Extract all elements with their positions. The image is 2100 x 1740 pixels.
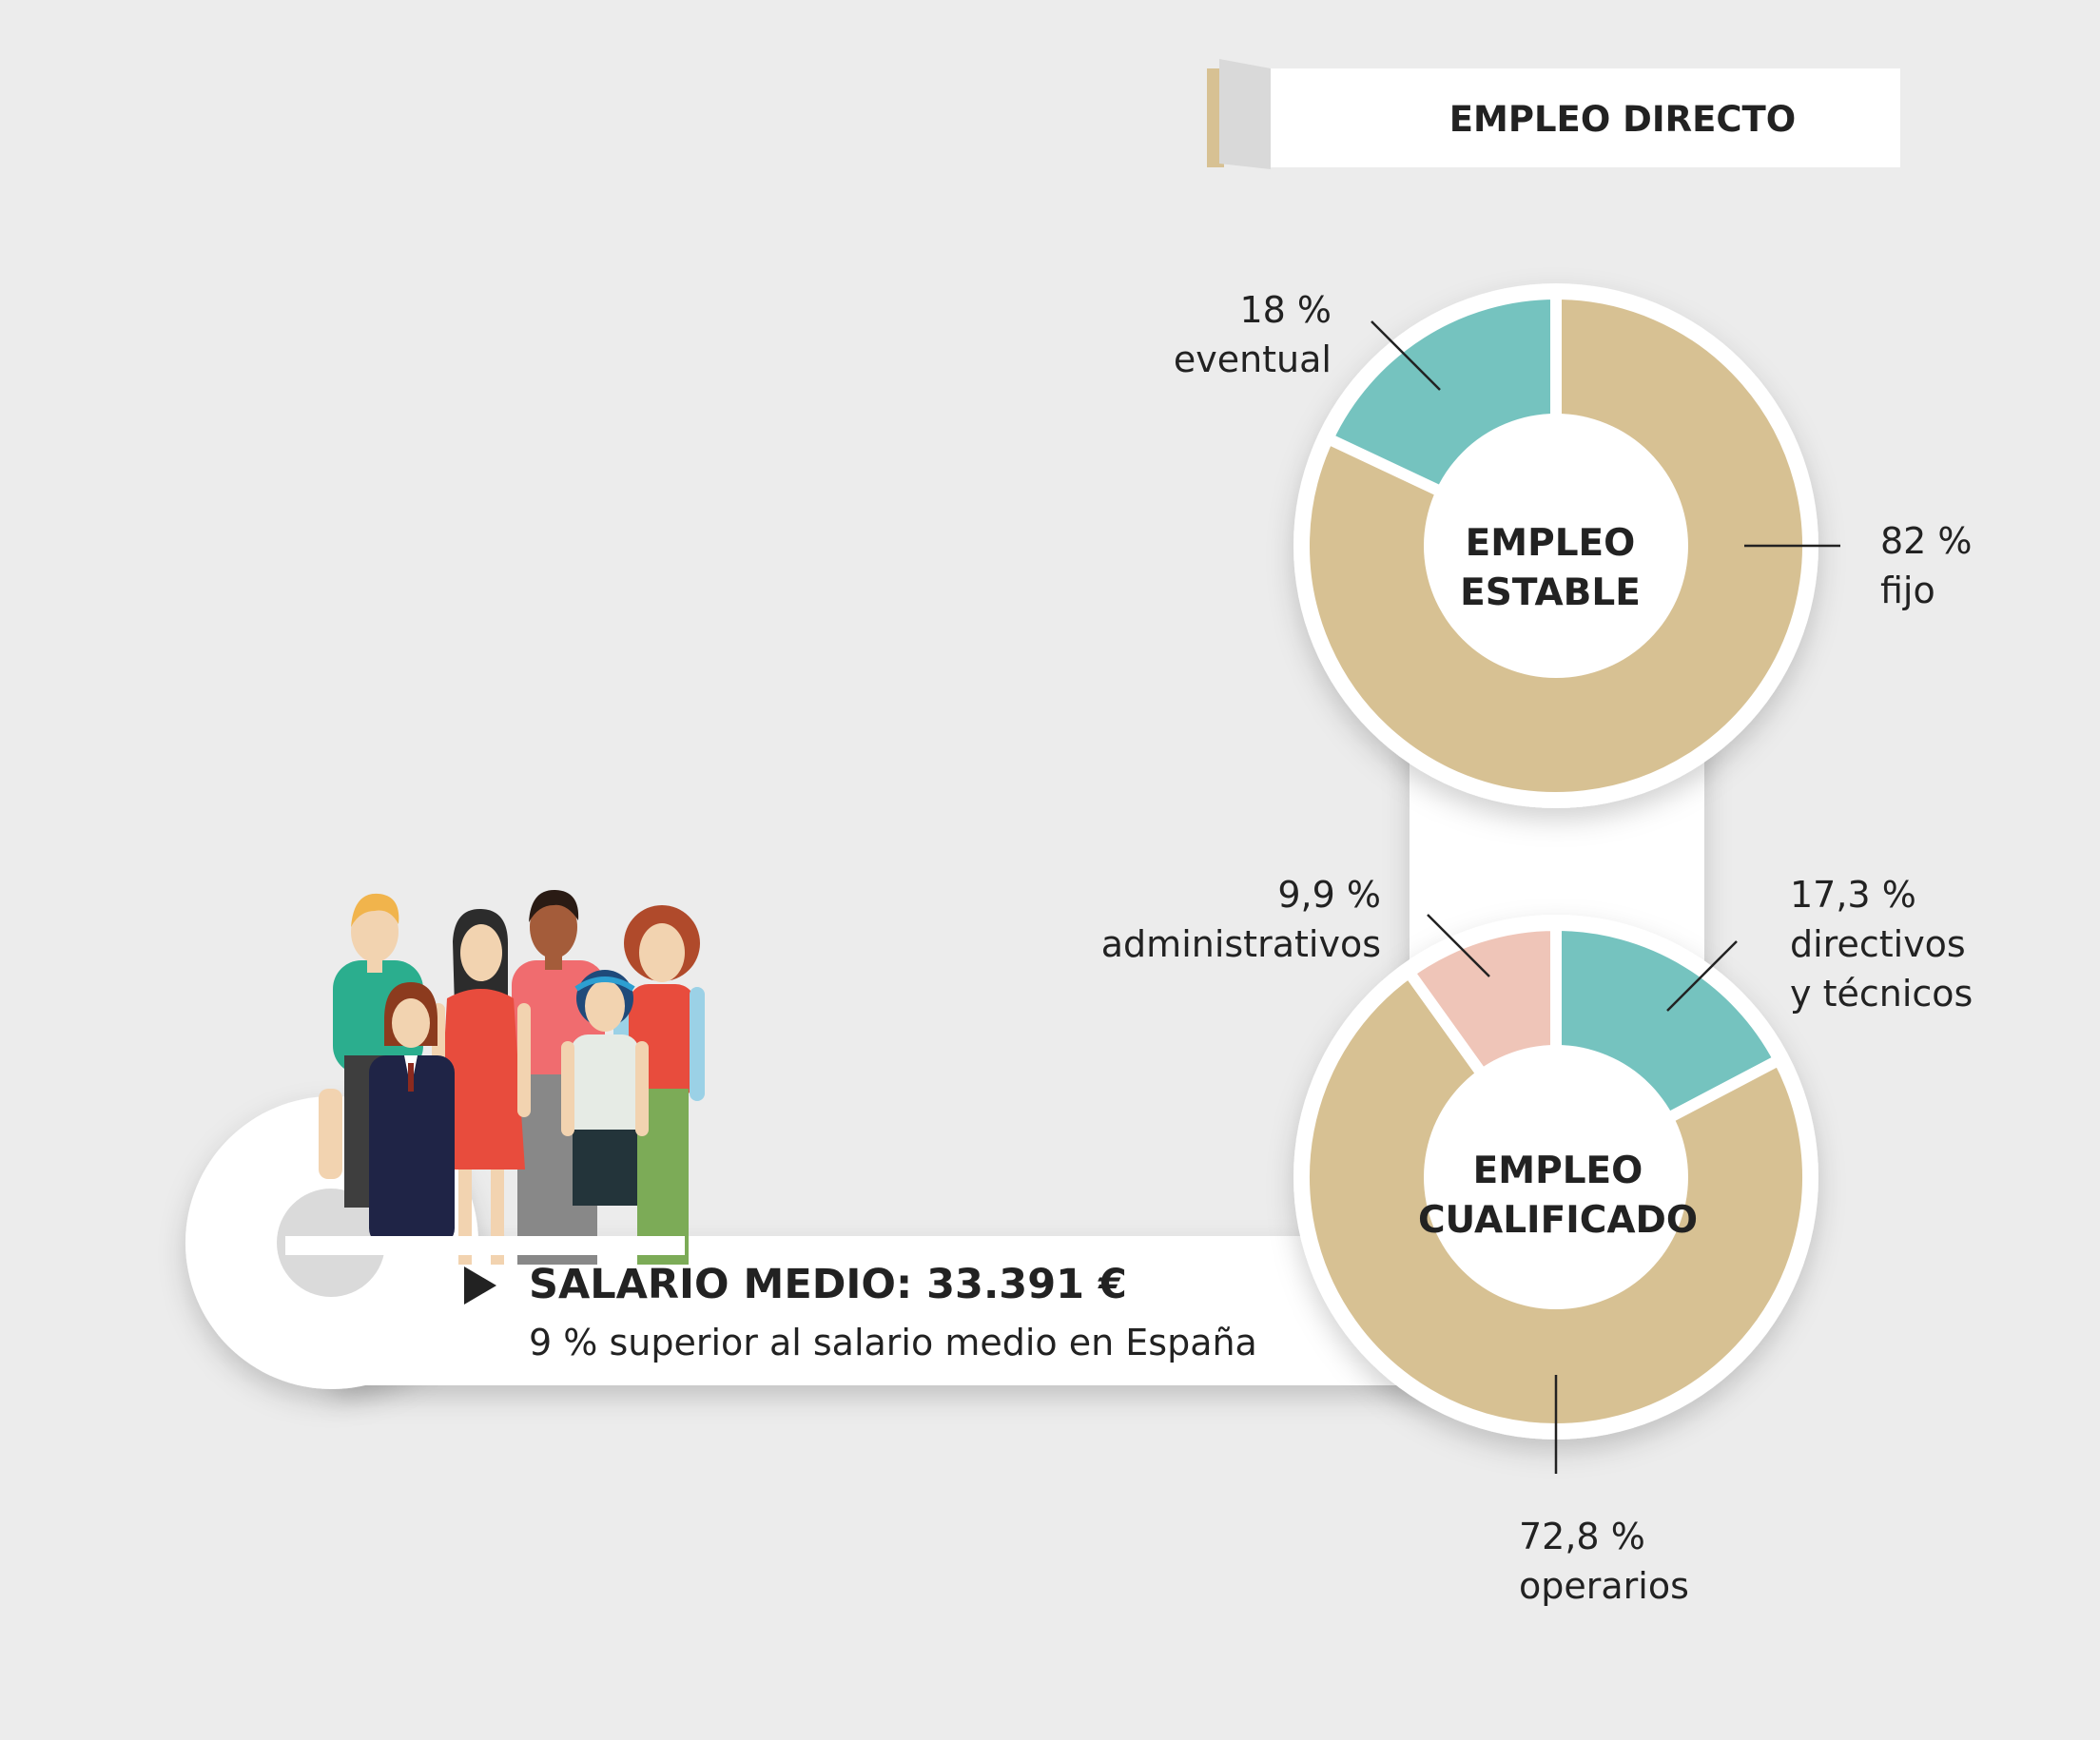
header-banner: EMPLEO DIRECTO (1207, 59, 1900, 169)
label-directivos-name-line2: y técnicos (1790, 973, 1973, 1015)
label-administrativos-name: administrativos (1101, 923, 1381, 965)
salary-title: SALARIO MEDIO: 33.391 € (529, 1261, 1127, 1308)
person-blouse-woman (561, 970, 649, 1206)
donut-estable-title-line1: EMPLEO (1466, 522, 1636, 565)
label-operarios-name: operarios (1519, 1565, 1689, 1607)
leader-line-administrativos (1427, 914, 1490, 977)
play-arrow-icon (464, 1266, 496, 1305)
label-eventual-name: eventual (1174, 338, 1332, 380)
donut-cualificado-title-line1: EMPLEO (1473, 1150, 1643, 1192)
label-eventual-value: 18 % (1239, 289, 1332, 331)
label-directivos-value: 17,3 % (1790, 874, 1916, 916)
label-directivos-name-line1: directivos (1790, 923, 1966, 965)
leader-line-directivos (1666, 940, 1738, 1012)
label-operarios-value: 72,8 % (1519, 1516, 1645, 1557)
donut-estable-title-line2: ESTABLE (1460, 571, 1641, 614)
donut-cualificado-title-line2: CUALIFICADO (1418, 1199, 1698, 1242)
label-fijo-value: 82 % (1880, 520, 1973, 562)
donut-empleo-cualificado: EMPLEO CUALIFICADO (1293, 915, 1818, 1440)
salary-banner-mask (285, 1236, 685, 1255)
donut-empleo-estable: EMPLEO ESTABLE (1293, 283, 1818, 808)
people-illustration (319, 889, 705, 1265)
label-administrativos-value: 9,9 % (1277, 874, 1381, 916)
leader-line-eventual (1371, 320, 1441, 391)
label-fijo-name: fijo (1880, 570, 1935, 611)
header-title: EMPLEO DIRECTO (1449, 99, 1797, 140)
person-suit-boy (369, 982, 455, 1246)
salary-subtitle: 9 % superior al salario medio en España (529, 1322, 1257, 1363)
